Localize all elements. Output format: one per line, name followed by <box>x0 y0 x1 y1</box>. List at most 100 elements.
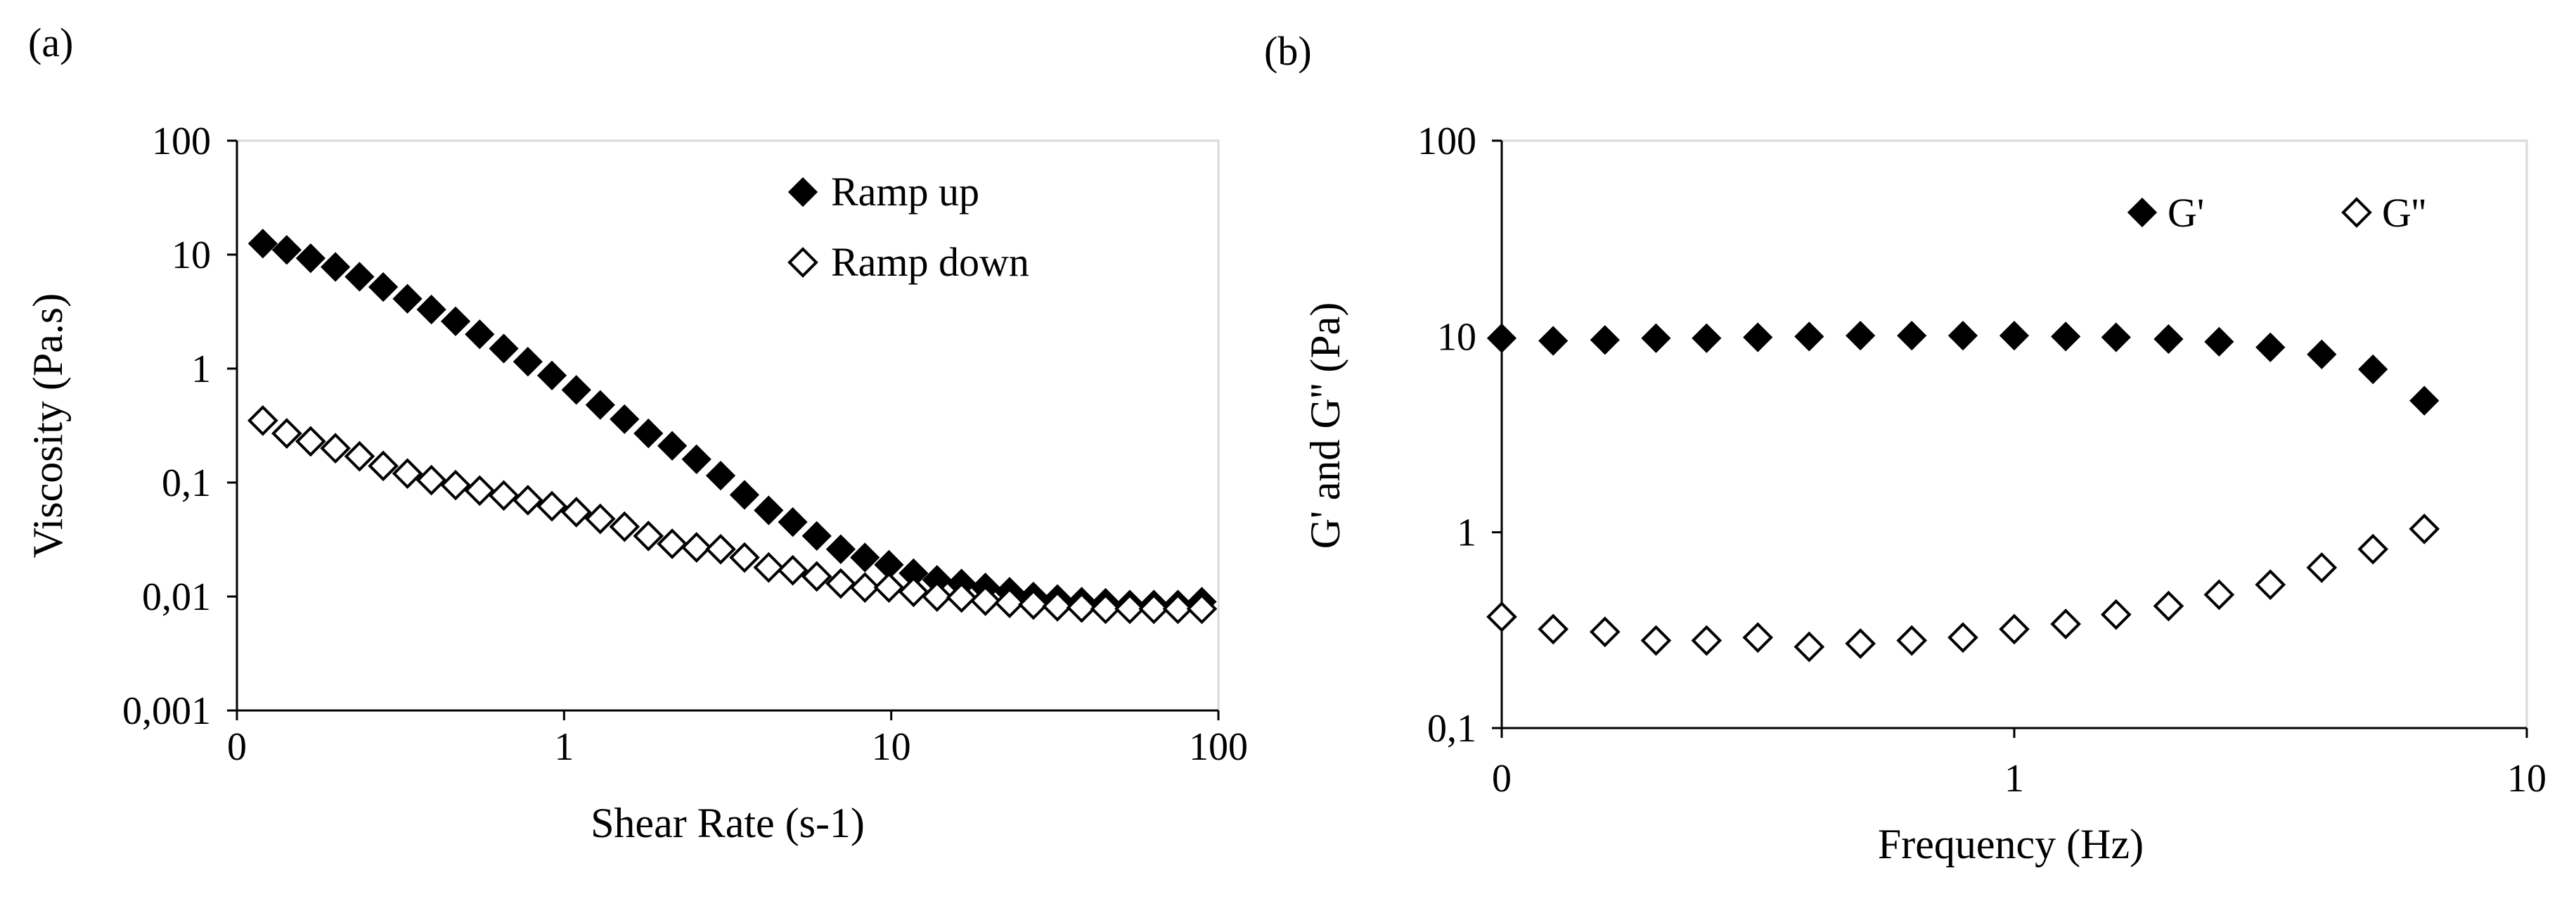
data-point-ramp-down <box>320 433 351 464</box>
y-tick-label: 100 <box>1417 120 1476 163</box>
axes-a: 0,001 0,01 0,1 1 10 100 0 1 10 100 <box>122 120 1248 769</box>
legend-marker-ramp-up <box>787 177 818 208</box>
data-point-ramp-down <box>512 485 543 516</box>
y-tick-label: 10 <box>1437 315 1476 359</box>
legend-marker-g-double-prime <box>2341 197 2372 228</box>
data-point-g-double-prime <box>1896 625 1928 656</box>
data-point-g-prime <box>1947 321 1978 351</box>
data-point-ramp-down <box>295 426 326 457</box>
y-tick-label: 1 <box>1457 511 1476 555</box>
data-point-g-double-prime <box>2255 569 2286 600</box>
data-point-ramp-down <box>898 576 929 608</box>
data-point-g-double-prime <box>1589 616 1621 648</box>
panel-a-viscosity-chart: (a) Viscosity (Pa.s) Shear Rate (s-1) 0,… <box>25 20 1248 846</box>
legend-item-g-prime: G' <box>2127 190 2204 236</box>
data-point-ramp-down <box>271 418 302 449</box>
data-point-ramp-down <box>1186 593 1218 625</box>
data-point-g-prime <box>1743 322 1773 352</box>
x-tick-label: 1 <box>554 725 574 769</box>
data-point-ramp-down <box>560 497 592 528</box>
legend-label-g-prime: G' <box>2168 190 2204 236</box>
data-point-g-double-prime <box>1947 622 1978 653</box>
data-point-g-double-prime <box>2357 533 2389 565</box>
x-tick-label: 10 <box>872 725 911 769</box>
legend-item-g-double-prime: G'' <box>2341 190 2426 236</box>
data-point-ramp-down <box>1066 592 1097 623</box>
y-tick-label: 0,001 <box>122 689 211 733</box>
data-point-ramp-down <box>1162 593 1194 625</box>
data-point-g-double-prime <box>1793 631 1825 663</box>
data-point-ramp-up <box>536 360 567 390</box>
data-point-ramp-down <box>777 554 809 586</box>
data-point-ramp-down <box>609 511 640 542</box>
data-point-ramp-up <box>465 319 495 350</box>
data-point-ramp-up <box>778 507 808 537</box>
y-axis-title-a: Viscosity (Pa.s) <box>25 293 71 558</box>
data-point-g-prime <box>1692 323 1722 353</box>
legend-item-ramp-down: Ramp down <box>787 239 1029 285</box>
data-point-g-prime <box>1538 326 1569 356</box>
panel-b-label: (b) <box>1264 28 1312 74</box>
data-point-ramp-down <box>247 405 278 436</box>
data-point-ramp-down <box>633 521 664 551</box>
data-point-g-double-prime <box>2100 599 2132 630</box>
x-tick-label: 0 <box>1492 757 1512 801</box>
data-point-ramp-up <box>416 294 446 325</box>
legend-marker-g-prime <box>2127 197 2158 228</box>
data-point-ramp-down <box>440 469 471 501</box>
data-point-g-double-prime <box>2203 579 2235 611</box>
x-axis-title-a: Shear Rate (s-1) <box>591 800 865 846</box>
data-point-ramp-up <box>657 431 688 461</box>
data-point-g-prime <box>2409 385 2440 416</box>
data-point-ramp-down <box>825 568 856 599</box>
data-point-ramp-up <box>850 542 880 573</box>
x-tick-label: 0 <box>227 725 247 769</box>
data-point-g-double-prime <box>1845 628 1876 659</box>
data-point-ramp-up <box>320 252 351 282</box>
y-tick-label: 0,01 <box>142 575 211 619</box>
data-point-ramp-up <box>368 272 399 302</box>
data-point-ramp-down <box>873 572 905 604</box>
y-tick-label: 1 <box>191 348 211 391</box>
data-point-g-prime <box>1846 321 1876 351</box>
series-g-prime <box>1486 321 2440 416</box>
legend-marker-ramp-down <box>787 247 818 278</box>
data-point-g-prime <box>1897 321 1927 351</box>
data-point-ramp-down <box>729 542 760 573</box>
legend-item-ramp-up: Ramp up <box>787 169 979 215</box>
legend-label-g-double-prime: G'' <box>2382 190 2426 236</box>
data-point-g-double-prime <box>1999 613 2030 645</box>
data-point-ramp-up <box>561 375 591 405</box>
data-point-ramp-up <box>271 235 302 265</box>
data-marks-b <box>1486 321 2440 663</box>
data-marks-a <box>247 229 1218 625</box>
data-point-ramp-up <box>705 461 736 491</box>
data-point-g-prime <box>2153 324 2184 355</box>
panel-a-label: (a) <box>28 20 73 65</box>
x-tick-label: 100 <box>1189 725 1248 769</box>
panel-b-modulus-chart: (b) G' and G'' (Pa) Frequency (Hz) 0,1 1 1… <box>1264 28 2546 867</box>
data-point-g-double-prime <box>1742 622 1774 653</box>
data-point-ramp-up <box>754 495 784 525</box>
data-point-g-prime <box>2255 332 2286 362</box>
series-ramp-down <box>247 405 1218 625</box>
data-point-g-prime <box>2307 339 2337 369</box>
legend-b: G' G'' <box>2127 190 2426 236</box>
data-point-ramp-down <box>1138 593 1170 625</box>
data-point-ramp-down <box>392 458 423 490</box>
x-axis-title-b: Frequency (Hz) <box>1878 821 2144 867</box>
data-point-ramp-down <box>970 585 1001 616</box>
data-point-ramp-down <box>1018 589 1049 620</box>
data-point-ramp-down <box>1090 593 1121 625</box>
series-g-double-prime <box>1486 514 2440 663</box>
data-point-ramp-up <box>392 283 423 314</box>
data-point-g-prime <box>1641 323 1671 353</box>
data-point-ramp-down <box>584 503 616 535</box>
data-point-ramp-down <box>753 551 785 583</box>
data-point-ramp-up <box>825 534 856 564</box>
data-point-ramp-down <box>994 587 1025 618</box>
data-point-ramp-up <box>440 306 471 336</box>
data-point-g-double-prime <box>1691 625 1722 656</box>
data-point-g-prime <box>2101 322 2131 352</box>
